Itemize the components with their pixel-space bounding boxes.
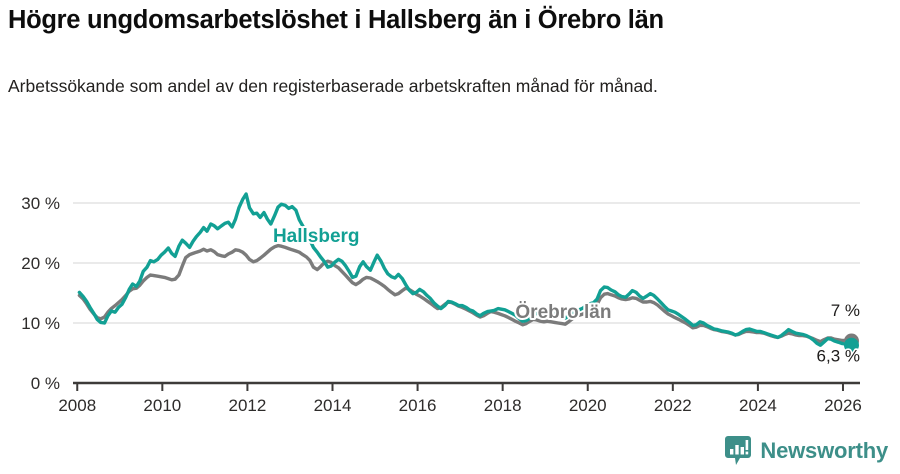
x-axis-tick-label: 2024 [739,396,777,415]
x-axis-tick-label: 2026 [824,396,862,415]
y-axis-tick-label: 10 % [21,314,60,333]
x-axis-tick-label: 2018 [484,396,522,415]
x-axis-tick-label: 2010 [143,396,181,415]
series-lines [77,192,854,347]
chart-annotations: Hallsberg Örebro län 7 % 6,3 % [271,224,862,367]
y-axis-labels: 0 % 10 % 20 % 30 % [21,194,60,393]
page-subtitle: Arbetssökande som andel av den registerb… [8,76,658,96]
x-axis-tick-label: 2016 [399,396,437,415]
page-title: Högre ungdomsarbetslöshet i Hallsberg än… [8,6,664,34]
series-endpoint-marker [843,337,859,353]
y-axis-tick-label: 0 % [31,374,60,393]
series-label: Örebro län [515,302,611,323]
series-line [77,243,854,344]
y-axis-tick-label: 20 % [21,254,60,273]
series-line [77,192,854,347]
gridlines [73,202,860,385]
x-axis-tick-label: 2022 [654,396,692,415]
series-label: Hallsberg [273,226,360,247]
x-axis-tick-label: 2020 [569,396,607,415]
value-label: 6,3 % [817,346,860,365]
x-axis-tick-label: 2012 [229,396,267,415]
y-axis-tick-label: 30 % [21,194,60,213]
value-label: 7 % [831,301,860,320]
x-axis-ticks [76,383,844,391]
bar-chart-bubble-icon [725,436,752,465]
endpoint-markers [843,333,859,353]
newsworthy-logo[interactable]: Newsworthy [725,436,888,466]
x-axis-tick-label: 2008 [58,396,96,415]
newsworthy-wordmark: Newsworthy [760,438,888,463]
x-axis-labels: 2008 2010 2012 2014 2016 2018 2020 2022 2024 2026 [58,396,862,415]
x-axis-tick-label: 2014 [314,396,352,415]
